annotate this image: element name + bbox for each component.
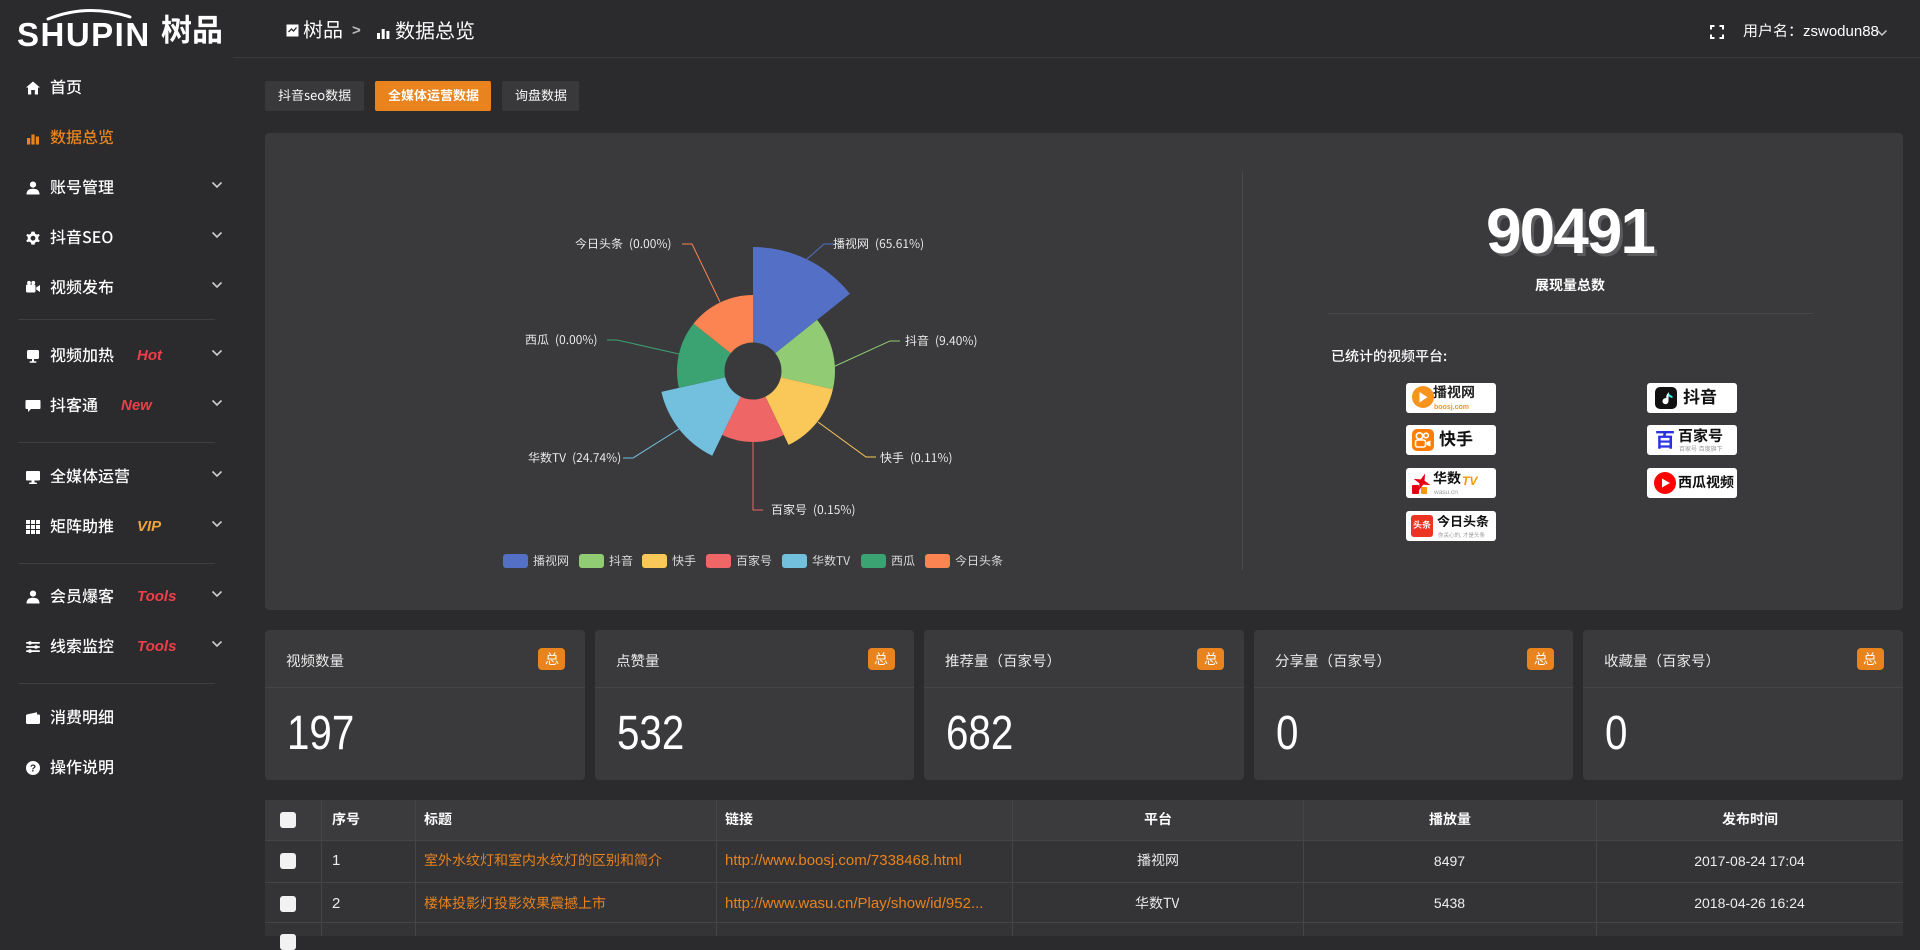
svg-text:wasu.cn: wasu.cn [1433,489,1458,496]
svg-text:?: ? [30,763,36,774]
svg-text:boosj.com: boosj.com [1434,404,1469,411]
svg-text:你关心的, 才是头条: 你关心的, 才是头条 [1438,531,1486,539]
svg-text:TV: TV [1462,474,1478,488]
svg-text:百家号 百度旗下: 百家号 百度旗下 [1679,445,1723,453]
